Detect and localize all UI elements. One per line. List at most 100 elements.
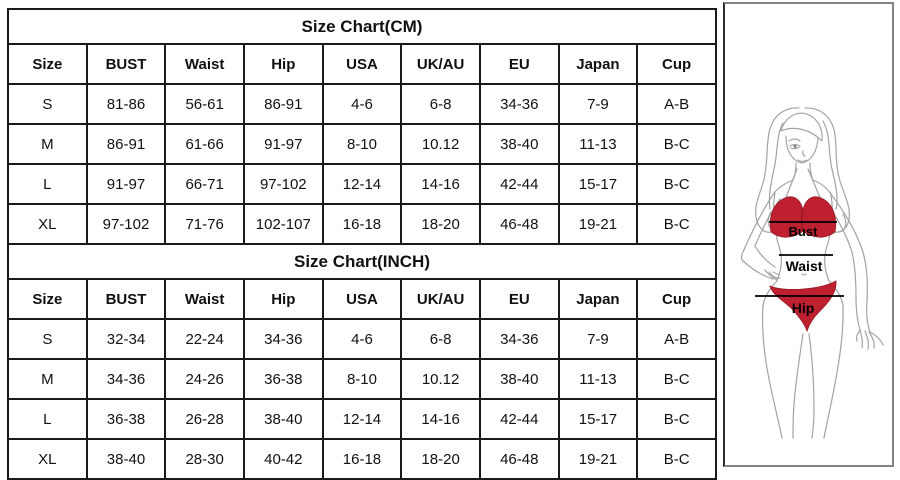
table-cell: 36-38 — [242, 358, 324, 400]
column-header: BUST — [85, 43, 167, 85]
table-cell: 19-21 — [557, 203, 639, 245]
size-cell: L — [7, 398, 88, 440]
header-row: Size BUST Waist Hip USA UK/AU EU Japan Cup — [7, 43, 717, 85]
table-cell: 40-42 — [242, 438, 324, 480]
measurement-figure-illustration: Bust Waist Hip — [740, 107, 884, 439]
table-cell: 32-34 — [85, 318, 167, 360]
table-cell: B-C — [636, 203, 717, 245]
size-cell: S — [7, 83, 88, 125]
header-row: Size BUST Waist Hip USA UK/AU EU Japan Cup — [7, 278, 717, 320]
table-cell: 38-40 — [242, 398, 324, 440]
bikini-bottom — [769, 280, 837, 333]
column-header: Waist — [164, 278, 245, 320]
size-charts: Size Chart(CM) Size BUST Waist Hip USA UK/AU E… — [7, 8, 717, 480]
table-cell: 34-36 — [242, 318, 324, 360]
table-cell: 97-102 — [242, 163, 324, 205]
hip-label: Hip — [792, 300, 815, 316]
eye-icon — [793, 145, 797, 148]
table-cell: B-C — [636, 358, 717, 400]
table-cell: A-B — [636, 318, 717, 360]
size-cell: XL — [7, 203, 88, 245]
table-cell: 14-16 — [400, 398, 481, 440]
table-title-inch: Size Chart(INCH) — [7, 243, 717, 280]
table-cell: 6-8 — [400, 318, 481, 360]
column-header: Japan — [557, 43, 639, 85]
size-chart-table-inch: Size Chart(INCH) Size BUST Waist Hip USA UK/A… — [7, 243, 717, 480]
table-cell: 61-66 — [164, 123, 245, 165]
column-header: USA — [321, 278, 403, 320]
table-cell: 7-9 — [557, 83, 639, 125]
column-header: EU — [478, 43, 560, 85]
table-body-inch: S 32-34 22-24 34-36 4-6 6-8 34-36 7-9 A-B M 34-36 2… — [7, 318, 717, 480]
table-row: L 36-38 26-28 38-40 12-14 14-16 42-44 15-17 B-C — [7, 398, 717, 440]
size-cell: S — [7, 318, 88, 360]
table-cell: 36-38 — [85, 398, 167, 440]
table-cell: 16-18 — [321, 203, 403, 245]
size-cell: L — [7, 163, 88, 205]
table-cell: 8-10 — [321, 358, 403, 400]
table-cell: 22-24 — [164, 318, 245, 360]
table-cell: 81-86 — [85, 83, 167, 125]
table-cell: 91-97 — [85, 163, 167, 205]
table-row: L 91-97 66-71 97-102 12-14 14-16 42-44 15-17 B-C — [7, 163, 717, 205]
right-arm — [825, 193, 884, 350]
table-cell: 8-10 — [321, 123, 403, 165]
table-cell: 38-40 — [478, 358, 560, 400]
table-title-cm: Size Chart(CM) — [7, 8, 717, 45]
table-cell: 46-48 — [478, 438, 560, 480]
column-header: EU — [478, 278, 560, 320]
column-header: BUST — [85, 278, 167, 320]
size-chart-table-cm: Size Chart(CM) Size BUST Waist Hip USA UK/AU E… — [7, 8, 717, 245]
table-cell: 11-13 — [557, 358, 639, 400]
figure-panel: Bust Waist Hip — [723, 2, 894, 467]
table-cell: 102-107 — [242, 203, 324, 245]
column-header: Waist — [164, 43, 245, 85]
table-cell: 10.12 — [400, 358, 481, 400]
table-row: S 32-34 22-24 34-36 4-6 6-8 34-36 7-9 A-B — [7, 318, 717, 360]
left-arm — [740, 191, 781, 281]
table-row: XL 38-40 28-30 40-42 16-18 18-20 46-48 19-21 B-C — [7, 438, 717, 480]
size-cell: XL — [7, 438, 88, 480]
column-header: Hip — [242, 43, 324, 85]
table-cell: 15-17 — [557, 163, 639, 205]
table-cell: B-C — [636, 123, 717, 165]
table-cell: 66-71 — [164, 163, 245, 205]
table-cell: 19-21 — [557, 438, 639, 480]
table-cell: 10.12 — [400, 123, 481, 165]
table-cell: 71-76 — [164, 203, 245, 245]
column-header: Japan — [557, 278, 639, 320]
table-cell: 42-44 — [478, 398, 560, 440]
table-cell: 18-20 — [400, 438, 481, 480]
table-cell: B-C — [636, 438, 717, 480]
table-cell: 11-13 — [557, 123, 639, 165]
table-title-row: Size Chart(CM) — [7, 8, 717, 45]
table-cell: 86-91 — [85, 123, 167, 165]
table-cell: 97-102 — [85, 203, 167, 245]
table-cell: 18-20 — [400, 203, 481, 245]
column-header: Cup — [636, 43, 717, 85]
table-cell: A-B — [636, 83, 717, 125]
table-cell: 26-28 — [164, 398, 245, 440]
table-cell: 86-91 — [242, 83, 324, 125]
legs-outline — [762, 280, 844, 439]
table-cell: 14-16 — [400, 163, 481, 205]
table-cell: B-C — [636, 398, 717, 440]
table-row: M 86-91 61-66 91-97 8-10 10.12 38-40 11-13 B-C — [7, 123, 717, 165]
table-title-row: Size Chart(INCH) — [7, 243, 717, 280]
table-cell: 24-26 — [164, 358, 245, 400]
table-cell: 12-14 — [321, 398, 403, 440]
table-cell: 16-18 — [321, 438, 403, 480]
table-cell: 38-40 — [478, 123, 560, 165]
column-header: Cup — [636, 278, 717, 320]
table-cell: 91-97 — [242, 123, 324, 165]
column-header: USA — [321, 43, 403, 85]
bikini-top — [769, 168, 837, 238]
table-row: XL 97-102 71-76 102-107 16-18 18-20 46-48 19-21… — [7, 203, 717, 245]
bust-label: Bust — [789, 224, 819, 239]
waist-label: Waist — [786, 258, 823, 274]
size-cell: M — [7, 358, 88, 400]
table-cell: 56-61 — [164, 83, 245, 125]
table-cell: 34-36 — [85, 358, 167, 400]
table-cell: 6-8 — [400, 83, 481, 125]
